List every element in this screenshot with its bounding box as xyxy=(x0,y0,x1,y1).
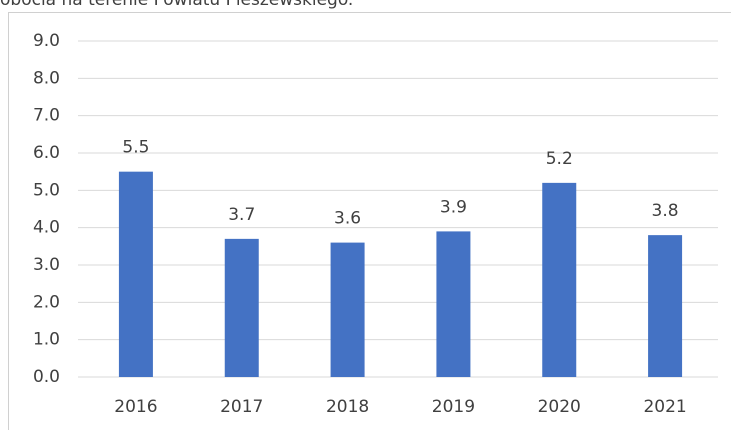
y-tick-label: 2.0 xyxy=(33,292,60,312)
bar xyxy=(436,231,471,377)
data-label: 5.5 xyxy=(122,138,149,158)
y-tick-label: 9.0 xyxy=(33,31,60,51)
y-tick-label: 7.0 xyxy=(33,106,60,126)
x-tick-label: 2019 xyxy=(432,397,475,417)
y-tick-label: 3.0 xyxy=(33,255,60,275)
chart-title: obocia na terenie Powiatu Pleszewskiego. xyxy=(0,0,353,10)
x-tick-label: 2021 xyxy=(643,397,686,417)
y-tick-label: 8.0 xyxy=(33,68,60,88)
x-tick-label: 2017 xyxy=(220,397,263,417)
y-tick-label: 4.0 xyxy=(33,218,60,238)
y-tick-label: 5.0 xyxy=(33,180,60,200)
data-label: 3.9 xyxy=(440,197,467,217)
x-tick-label: 2016 xyxy=(114,397,157,417)
bar xyxy=(648,235,683,377)
bar xyxy=(330,242,365,377)
x-tick-label: 2020 xyxy=(538,397,581,417)
bar xyxy=(118,171,153,377)
y-tick-label: 0.0 xyxy=(33,367,60,387)
bar xyxy=(542,182,577,377)
x-tick-label: 2018 xyxy=(326,397,369,417)
data-label: 5.2 xyxy=(546,149,573,169)
data-label: 3.7 xyxy=(228,205,255,225)
chart-frame xyxy=(8,12,731,430)
y-tick-label: 1.0 xyxy=(33,330,60,350)
data-label: 3.8 xyxy=(652,201,679,221)
bar xyxy=(224,238,259,377)
data-label: 3.6 xyxy=(334,209,361,229)
y-tick-label: 6.0 xyxy=(33,143,60,163)
